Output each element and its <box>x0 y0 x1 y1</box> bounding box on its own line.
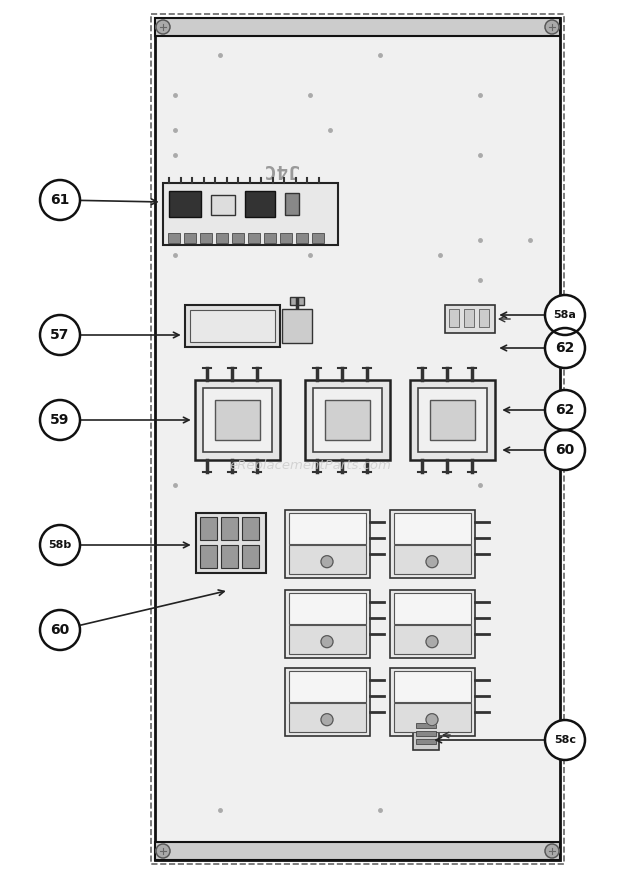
Circle shape <box>545 430 585 470</box>
Bar <box>216 233 228 243</box>
Bar <box>221 545 238 568</box>
Bar <box>464 309 474 327</box>
Bar <box>232 233 244 243</box>
Bar <box>285 668 370 736</box>
Bar <box>190 310 275 342</box>
Circle shape <box>545 20 559 34</box>
Bar <box>169 191 201 217</box>
Bar <box>394 513 471 543</box>
Text: 60: 60 <box>556 443 575 457</box>
Bar <box>195 380 280 460</box>
Bar <box>390 590 475 658</box>
Bar <box>184 233 196 243</box>
Bar <box>394 671 471 702</box>
Bar <box>445 305 495 333</box>
Bar <box>289 513 366 543</box>
Circle shape <box>426 636 438 648</box>
Bar <box>313 388 382 452</box>
Bar <box>390 668 475 736</box>
Bar <box>151 14 564 864</box>
Bar <box>416 731 436 736</box>
Bar <box>242 545 259 568</box>
Circle shape <box>545 295 585 335</box>
Circle shape <box>156 844 170 858</box>
Bar <box>289 704 366 732</box>
Bar <box>418 388 487 452</box>
Text: 57: 57 <box>50 328 69 342</box>
Bar <box>221 517 238 540</box>
Bar <box>449 309 459 327</box>
Bar <box>185 305 280 347</box>
Text: 59: 59 <box>50 413 69 427</box>
Bar <box>285 193 299 215</box>
Bar <box>312 233 324 243</box>
Bar <box>196 513 266 573</box>
Bar <box>289 545 366 574</box>
Bar <box>394 704 471 732</box>
Bar <box>215 400 260 440</box>
Circle shape <box>40 400 80 440</box>
Text: 58a: 58a <box>554 310 577 320</box>
Text: 62: 62 <box>556 341 575 355</box>
Bar <box>285 510 370 578</box>
Bar <box>200 233 212 243</box>
Bar <box>394 593 471 624</box>
Circle shape <box>40 315 80 355</box>
Circle shape <box>40 610 80 650</box>
Circle shape <box>545 844 559 858</box>
Bar <box>211 195 235 215</box>
Circle shape <box>321 556 333 567</box>
Bar <box>200 517 217 540</box>
Bar <box>155 18 560 860</box>
Text: eReplacementParts.com: eReplacementParts.com <box>229 458 391 472</box>
Text: J4C: J4C <box>262 161 298 179</box>
Text: 58b: 58b <box>48 540 72 550</box>
Bar <box>416 739 436 744</box>
Circle shape <box>156 20 170 34</box>
Bar <box>430 400 475 440</box>
Bar <box>168 233 180 243</box>
Bar <box>325 400 370 440</box>
Bar <box>416 723 436 728</box>
Bar <box>289 625 366 654</box>
Bar <box>264 233 276 243</box>
Bar <box>290 297 304 305</box>
Bar <box>200 545 217 568</box>
Text: 60: 60 <box>50 623 69 637</box>
Circle shape <box>545 328 585 368</box>
Bar <box>242 517 259 540</box>
Circle shape <box>321 636 333 648</box>
Bar <box>390 510 475 578</box>
Bar <box>245 191 275 217</box>
Bar <box>413 720 439 750</box>
Bar <box>296 233 308 243</box>
Circle shape <box>545 390 585 430</box>
Bar <box>203 388 272 452</box>
Bar <box>285 590 370 658</box>
Bar <box>248 233 260 243</box>
Circle shape <box>426 556 438 567</box>
Bar <box>282 309 312 343</box>
Bar <box>155 18 560 36</box>
Text: 61: 61 <box>50 193 69 207</box>
Text: 62: 62 <box>556 403 575 417</box>
Circle shape <box>40 180 80 220</box>
Bar <box>289 593 366 624</box>
Bar <box>280 233 292 243</box>
Circle shape <box>321 714 333 726</box>
Circle shape <box>426 714 438 726</box>
Bar <box>163 183 338 245</box>
Bar <box>394 545 471 574</box>
Bar <box>479 309 489 327</box>
Circle shape <box>545 720 585 760</box>
Bar <box>305 380 390 460</box>
Bar <box>410 380 495 460</box>
Text: 58c: 58c <box>554 735 576 745</box>
Bar <box>155 842 560 860</box>
Bar <box>289 671 366 702</box>
Bar <box>394 625 471 654</box>
Circle shape <box>40 525 80 565</box>
